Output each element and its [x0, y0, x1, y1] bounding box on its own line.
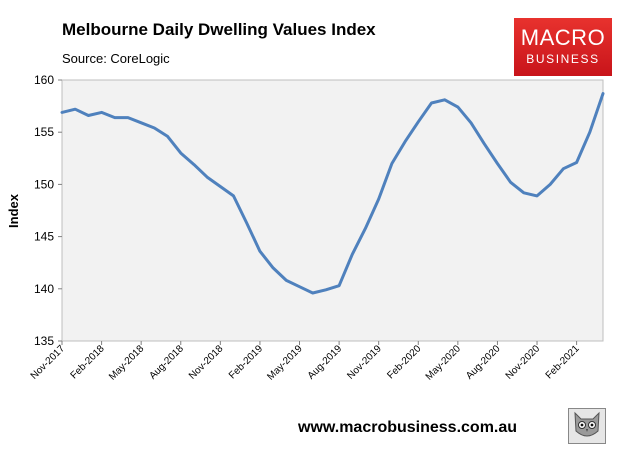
chart-title: Melbourne Daily Dwelling Values Index	[62, 20, 376, 39]
series-line	[60, 92, 605, 295]
website-url: www.macrobusiness.com.au	[298, 419, 518, 436]
plot-area	[61, 79, 604, 342]
y-axis: 135 140 145 150 155 160	[34, 73, 62, 348]
y-tick-label: 145	[34, 230, 54, 244]
x-tick-label: May-2020	[424, 343, 464, 383]
y-tick-label: 160	[34, 73, 54, 87]
x-tick-label: Feb-2021	[544, 343, 582, 381]
x-tick-label: Nov-2017	[29, 343, 68, 382]
x-tick-label: Nov-2018	[187, 343, 226, 382]
x-tick-label: Nov-2020	[504, 343, 543, 382]
x-tick-label: Nov-2019	[345, 343, 384, 382]
x-tick-label: Aug-2019	[306, 343, 345, 382]
x-tick-label: Aug-2020	[464, 343, 503, 382]
logo-line-1: MACRO	[520, 25, 606, 50]
y-tick-label: 135	[34, 334, 54, 348]
y-tick-label: 140	[34, 282, 54, 296]
y-axis-label: Index	[6, 193, 21, 228]
x-tick-label: Feb-2019	[227, 343, 265, 381]
x-tick-label: May-2019	[265, 343, 305, 383]
chart-subtitle: Source: CoreLogic	[62, 51, 170, 66]
logo-line-2: BUSINESS	[526, 52, 600, 66]
x-tick-label: Aug-2018	[147, 343, 186, 382]
x-tick-label: May-2018	[107, 343, 147, 383]
y-tick-label: 150	[34, 177, 54, 191]
y-tick-label: 155	[34, 125, 54, 139]
macrobusiness-logo: MACRO BUSINESS	[514, 18, 612, 76]
owl-icon	[568, 408, 606, 444]
x-axis: Nov-2017 Feb-2018 May-2018 Aug-2018 Nov-2018…	[29, 341, 582, 383]
x-tick-label: Feb-2018	[69, 343, 107, 381]
x-tick-label: Feb-2020	[385, 343, 423, 381]
